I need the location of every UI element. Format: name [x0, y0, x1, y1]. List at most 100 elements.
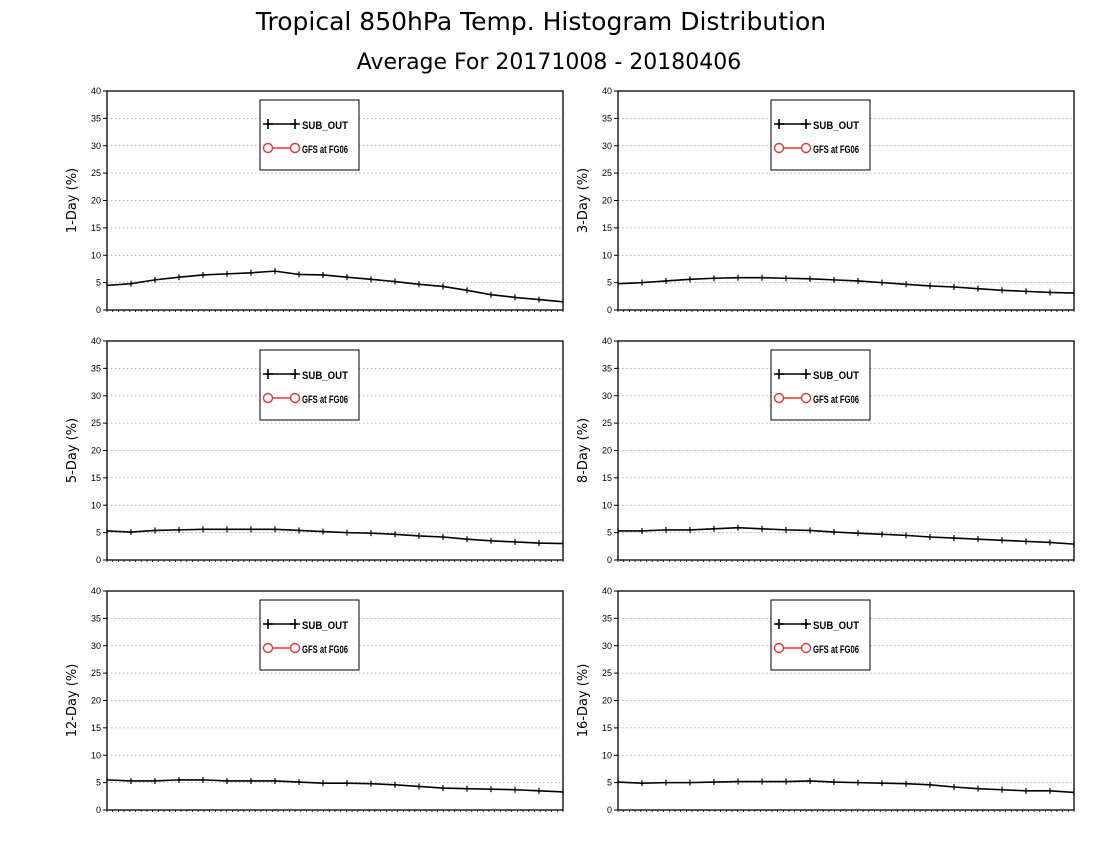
y-tick-label: 25 — [91, 418, 101, 428]
legend-box — [259, 599, 360, 671]
y-tick-label: 0 — [607, 305, 612, 315]
y-tick-label: 35 — [602, 613, 612, 623]
y-tick-label: 30 — [602, 641, 612, 651]
chart-panel-6: 0 5 10 15 20 25 30 35 40 16-Day (%) SUB_OUT GFS at … — [576, 586, 1075, 815]
y-tick-label: 10 — [91, 500, 101, 510]
y-tick-label: 5 — [607, 528, 612, 538]
legend-box — [259, 349, 360, 421]
legend-marker — [290, 119, 300, 129]
y-tick-label: 40 — [91, 86, 101, 96]
y-tick-label: 20 — [602, 446, 612, 456]
legend: SUB_OUT GFS at FG06 — [770, 599, 871, 671]
legend: SUB_OUT GFS at FG06 — [770, 349, 871, 421]
legend-label: SUB_OUT — [813, 620, 859, 632]
y-tick-label: 15 — [91, 723, 101, 733]
y-tick-label: 30 — [91, 641, 101, 651]
y-tick-label: 5 — [96, 528, 101, 538]
legend-marker — [773, 642, 785, 654]
legend-label: SUB_OUT — [302, 620, 348, 632]
plot-frame — [617, 340, 1075, 561]
legend-marker — [263, 369, 273, 379]
legend-marker — [800, 142, 812, 154]
legend-marker — [801, 119, 811, 129]
legend-label: SUB_OUT — [302, 120, 348, 132]
chart-panel-5: 0 5 10 15 20 25 30 35 40 12-Day (%) SUB_OUT GFS at … — [65, 586, 564, 815]
plot-frame — [106, 590, 564, 811]
y-tick-label: 5 — [607, 278, 612, 288]
legend-label: GFS at FG06 — [813, 144, 859, 156]
y-tick-label: 35 — [91, 113, 101, 123]
y-tick-label: 0 — [607, 555, 612, 565]
y-tick-label: 30 — [91, 141, 101, 151]
legend-marker — [800, 642, 812, 654]
legend-label: GFS at FG06 — [302, 394, 348, 406]
series-line-1 — [106, 779, 564, 793]
legend-marker — [262, 392, 274, 404]
y-tick-label: 40 — [602, 336, 612, 346]
legend-marker — [774, 119, 784, 129]
series-line-1 — [106, 528, 564, 545]
legend-label: GFS at FG06 — [302, 644, 348, 656]
legend-marker — [773, 392, 785, 404]
legend-label: SUB_OUT — [813, 120, 859, 132]
legend-box — [770, 99, 871, 171]
y-tick-label: 5 — [96, 778, 101, 788]
legend-box — [770, 599, 871, 671]
y-tick-label: 10 — [91, 250, 101, 260]
legend-marker — [801, 369, 811, 379]
legend-marker — [289, 642, 301, 654]
legend: SUB_OUT GFS at FG06 — [259, 99, 360, 171]
y-tick-label: 20 — [91, 196, 101, 206]
y-tick-label: 40 — [602, 586, 612, 596]
plot-frame — [106, 340, 564, 561]
y-tick-label: 20 — [602, 696, 612, 706]
y-tick-label: 35 — [91, 363, 101, 373]
series-line-1 — [617, 780, 1075, 794]
series-line-1 — [617, 276, 1075, 294]
legend: SUB_OUT GFS at FG06 — [259, 349, 360, 421]
y-tick-label: 25 — [602, 168, 612, 178]
y-tick-label: 20 — [602, 196, 612, 206]
legend-label: GFS at FG06 — [302, 144, 348, 156]
plot-frame — [617, 590, 1075, 811]
legend-marker — [262, 642, 274, 654]
plot-frame — [617, 90, 1075, 311]
chart-panel-1: 0 5 10 15 20 25 30 35 40 1-Day (%) SUB_OUT GFS at F… — [65, 86, 564, 315]
y-tick-label: 15 — [602, 473, 612, 483]
plot-frame — [106, 90, 564, 311]
legend-marker — [290, 369, 300, 379]
y-tick-label: 25 — [91, 168, 101, 178]
y-tick-label: 10 — [91, 750, 101, 760]
legend-marker — [774, 619, 784, 629]
legend-marker — [289, 142, 301, 154]
y-axis-label: 12-Day (%) — [65, 664, 80, 738]
y-tick-label: 30 — [602, 141, 612, 151]
y-tick-label: 5 — [96, 278, 101, 288]
y-tick-label: 40 — [91, 336, 101, 346]
figure-subtitle: Average For 20171008 - 20180406 — [357, 50, 742, 75]
chart-panel-3: 0 5 10 15 20 25 30 35 40 5-Day (%) SUB_OUT GFS at F… — [65, 336, 564, 565]
y-tick-label: 5 — [607, 778, 612, 788]
legend-label: GFS at FG06 — [813, 644, 859, 656]
y-tick-label: 20 — [91, 696, 101, 706]
legend-label: SUB_OUT — [302, 370, 348, 382]
series-line-1 — [618, 526, 1075, 545]
y-tick-label: 40 — [91, 586, 101, 596]
legend-marker — [263, 619, 273, 629]
y-axis-label: 3-Day (%) — [576, 168, 591, 233]
legend-box — [259, 99, 360, 171]
y-tick-label: 25 — [602, 418, 612, 428]
y-tick-label: 30 — [91, 391, 101, 401]
y-tick-label: 40 — [602, 86, 612, 96]
y-tick-label: 10 — [602, 750, 612, 760]
y-axis-label: 8-Day (%) — [576, 418, 591, 483]
legend-label: SUB_OUT — [813, 370, 859, 382]
legend-marker — [290, 619, 300, 629]
legend-marker — [773, 142, 785, 154]
legend-marker — [262, 142, 274, 154]
legend-marker — [800, 392, 812, 404]
y-tick-label: 20 — [91, 446, 101, 456]
y-axis-label: 5-Day (%) — [65, 418, 80, 483]
series-line-1 — [106, 270, 564, 303]
